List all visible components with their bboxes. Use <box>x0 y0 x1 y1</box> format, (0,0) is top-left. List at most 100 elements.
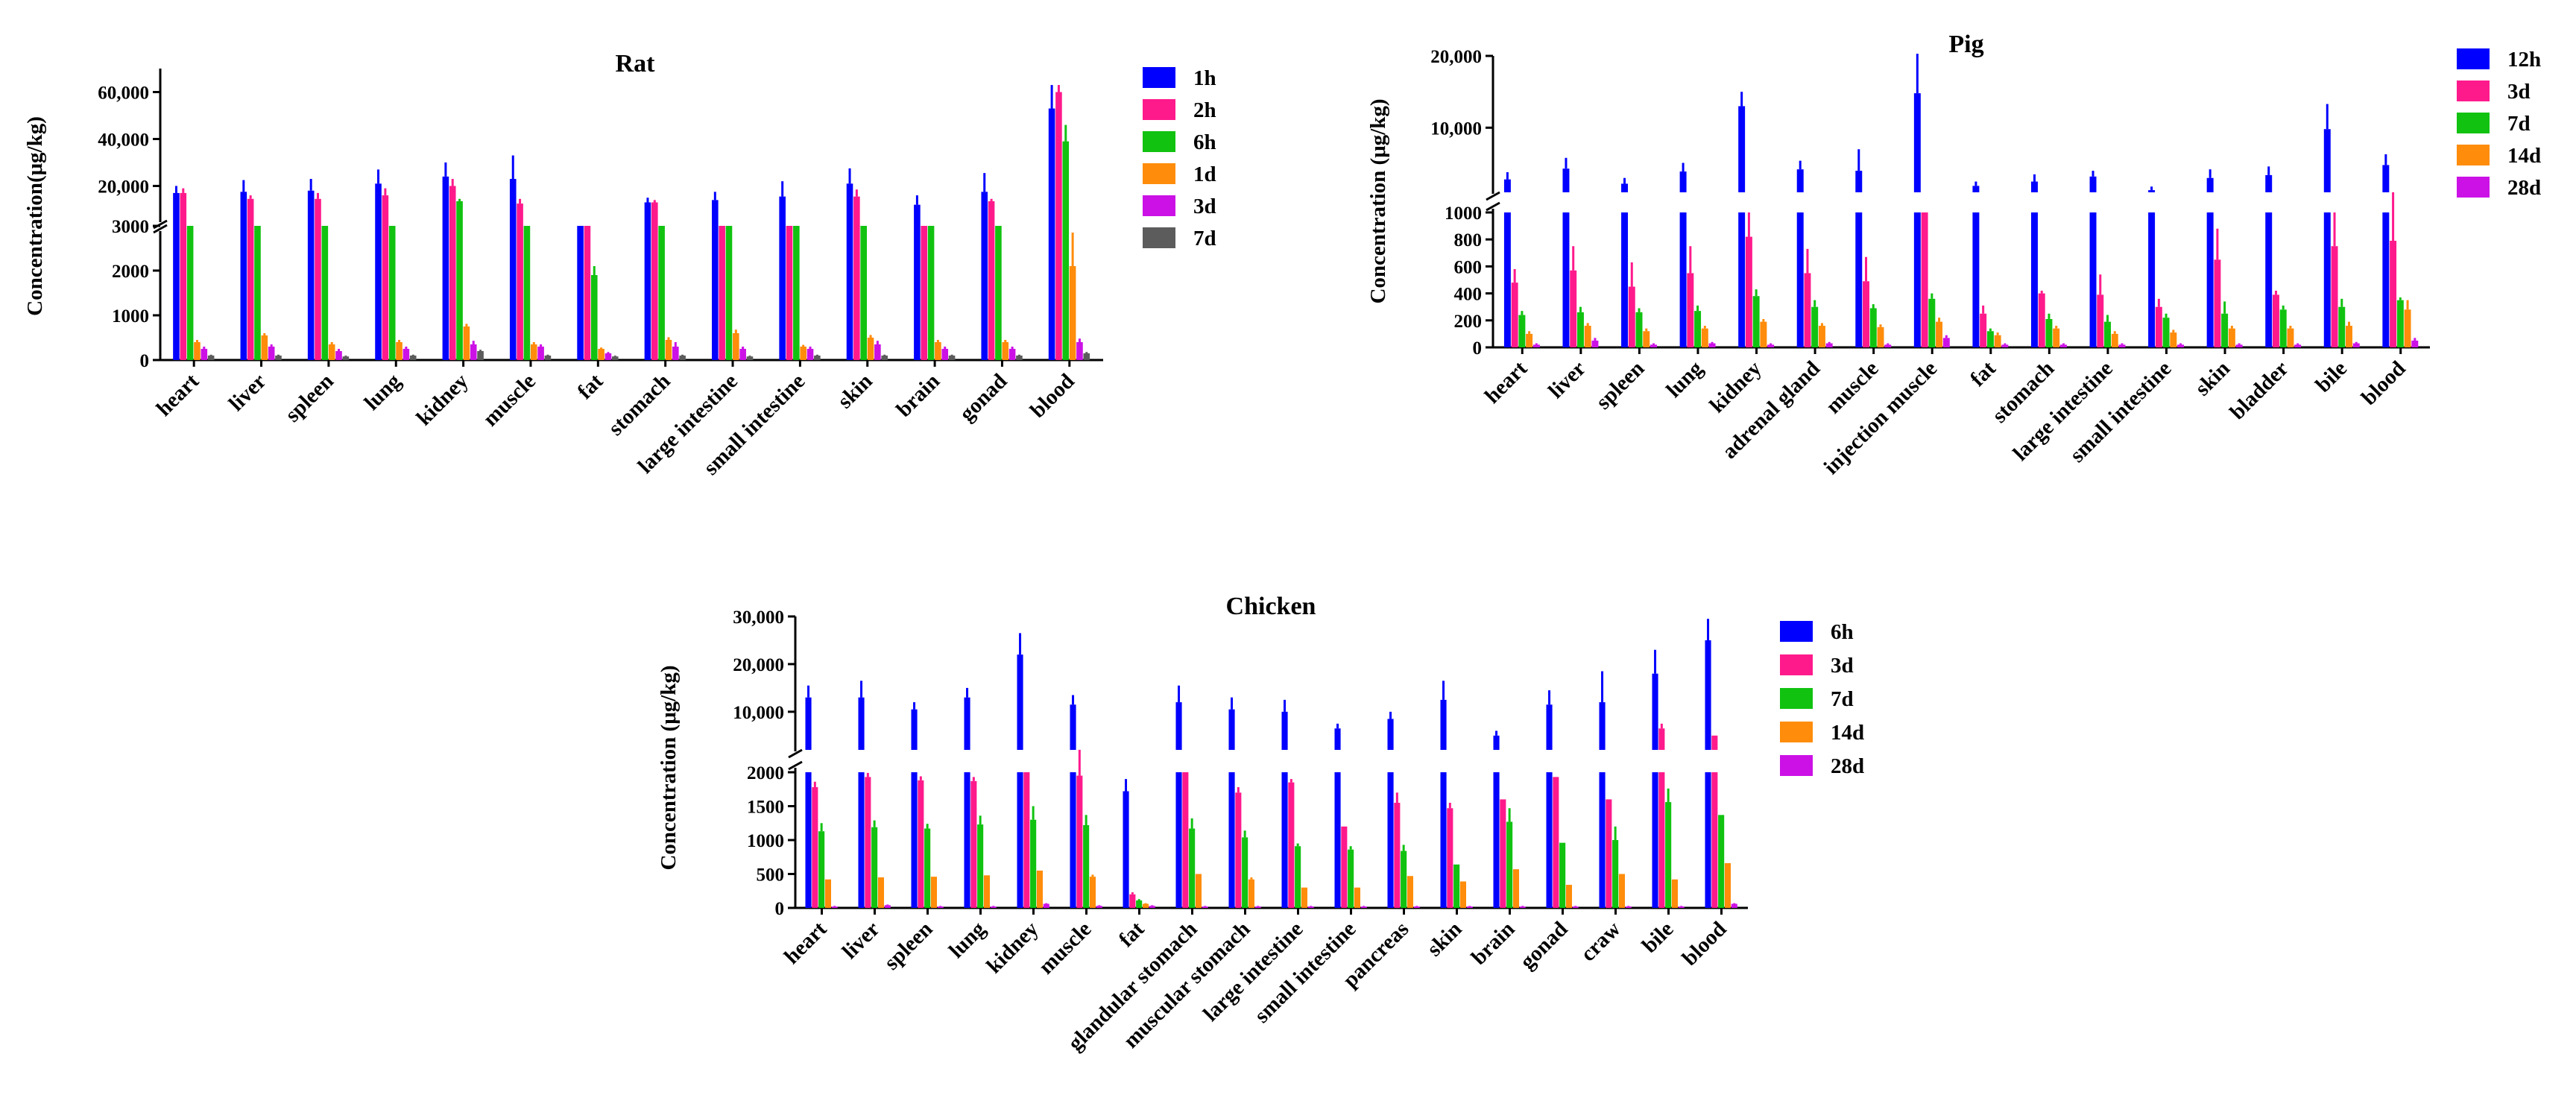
bar-1d <box>1002 342 1009 360</box>
legend-swatch-1h <box>1143 67 1175 88</box>
bar-3d <box>1804 273 1811 347</box>
bar-28d <box>1708 343 1716 347</box>
x-tick-label: bile <box>1638 917 1679 958</box>
bar-3d <box>1076 775 1083 908</box>
bar-1h-upper <box>914 204 921 226</box>
axis-break-mark <box>788 748 803 759</box>
bar-12h-upper <box>1503 179 1511 192</box>
x-tick-label: lung <box>944 917 991 963</box>
bar-12h-upper <box>1796 169 1804 192</box>
legend-swatch-14d <box>1780 722 1813 742</box>
bar-7d <box>2338 306 2346 347</box>
bar-7d <box>1718 815 1725 908</box>
x-tick-label: craw <box>1576 917 1626 966</box>
bar-1h <box>577 226 584 360</box>
y-tick-label: 2000 <box>747 763 784 783</box>
bar-28d <box>1731 903 1737 908</box>
bar-1h <box>509 226 517 360</box>
bar-2h <box>1055 226 1062 360</box>
y-tick-label: 20,000 <box>1430 47 1482 67</box>
bar-28d <box>1767 344 1775 347</box>
legend-label: 28d <box>2507 176 2541 200</box>
y-tick-label: 500 <box>757 865 785 886</box>
bar-12h-upper <box>2089 176 2097 192</box>
bar-14d <box>1724 862 1731 908</box>
bar-3d <box>1129 894 1136 908</box>
x-tick-label: fat <box>1966 356 2001 391</box>
bar-1d <box>463 326 470 360</box>
legend-label: 3d <box>2507 80 2531 104</box>
bar-28d <box>2352 343 2360 347</box>
bar-2h <box>315 226 321 360</box>
bar-14d <box>2228 328 2235 347</box>
bar-7d <box>881 356 888 360</box>
bar-6h <box>321 226 329 360</box>
bar-2h <box>719 226 725 360</box>
bar-2h-upper <box>1055 92 1062 226</box>
bar-2h-upper <box>247 198 254 226</box>
bar-7d <box>1295 846 1301 908</box>
bar-6h <box>725 226 733 360</box>
bar-7d <box>1665 802 1672 908</box>
bar-3d <box>1687 273 1694 347</box>
bar-7d <box>1083 824 1090 908</box>
bar-6h <box>1334 772 1341 908</box>
bar-6h-upper <box>1281 711 1288 750</box>
legend-label: 6h <box>1831 620 1854 644</box>
bar-6h <box>1440 772 1447 908</box>
y-tick-label: 1000 <box>747 831 784 851</box>
legend-label: 7d <box>2507 112 2531 136</box>
bar-14d <box>1877 326 1884 347</box>
y-tick-label: 800 <box>1454 230 1483 250</box>
bar-3d <box>1182 772 1189 908</box>
bar-3d <box>1711 772 1718 908</box>
bar-6h <box>860 226 868 360</box>
bar-7d <box>814 356 821 360</box>
bar-14d <box>1512 869 1520 908</box>
bar-1h <box>240 226 247 360</box>
x-tick-label: fat <box>1114 917 1149 952</box>
bar-28d <box>1413 906 1420 908</box>
x-tick-label: lung <box>360 369 406 415</box>
y-tick-label: 2000 <box>112 262 149 282</box>
bar-6h-upper <box>805 697 812 750</box>
chart-rat: Rat Concentration(μg/kg) 0 1000 2000 3000 20,0… <box>23 50 1216 480</box>
bar-12h-upper <box>2382 165 2390 192</box>
legend-label: 6h <box>1193 130 1216 154</box>
legend-swatch-3d <box>1780 654 1813 675</box>
y-tick-label: 0 <box>1473 338 1483 359</box>
bar-3d <box>402 349 410 360</box>
bar-1h <box>846 226 853 360</box>
bar-6h-upper <box>1334 728 1341 750</box>
bar-2h-upper <box>517 203 523 226</box>
bar-1h <box>442 226 449 360</box>
bar-3d <box>537 347 544 360</box>
bar-1h <box>914 226 921 360</box>
bar-14d <box>1818 326 1825 347</box>
legend-swatch-28d <box>1780 755 1813 776</box>
bar-6h-upper <box>858 697 865 750</box>
x-tick-label: brain <box>1467 917 1519 969</box>
bar-2h <box>921 226 928 360</box>
bar-7d <box>1752 296 1760 347</box>
x-tick-label: blood <box>1678 917 1731 971</box>
bar-3d <box>2214 259 2221 347</box>
bar-28d <box>1202 906 1208 908</box>
legend-label: 1h <box>1193 66 1216 90</box>
bar-12h <box>1562 212 1570 347</box>
bar-6h <box>1705 772 1711 908</box>
bar-6h <box>1062 226 1070 360</box>
bar-2h-upper <box>449 186 456 226</box>
chart-chicken: Chicken Concentration (μg/kg) 0 500 1000 1500… <box>657 593 1864 1055</box>
bar-28d <box>831 906 838 908</box>
bar-7d <box>275 356 282 360</box>
y-tick-label: 20,000 <box>98 177 149 197</box>
bar-6h <box>911 772 918 908</box>
legend-label: 12h <box>2507 48 2541 72</box>
x-tick-label: muscle <box>1034 917 1096 979</box>
y-tick-label: 0 <box>140 351 150 371</box>
bar-6h <box>1281 772 1288 908</box>
bar-6h <box>1017 772 1023 908</box>
bar-6h-upper <box>1546 704 1553 750</box>
bar-14d <box>930 877 938 908</box>
